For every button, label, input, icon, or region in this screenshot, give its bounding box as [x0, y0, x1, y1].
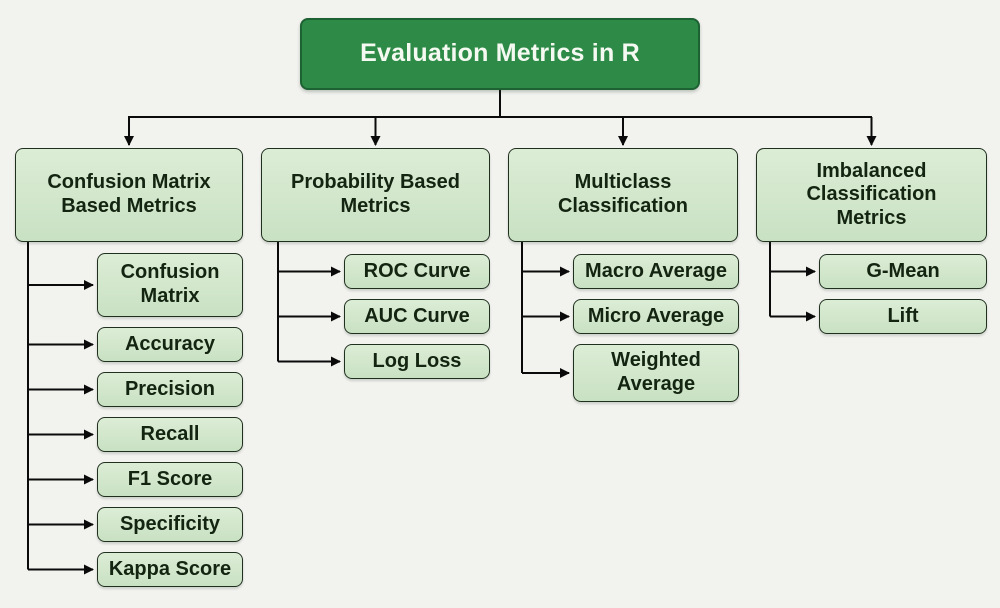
- node-leaf-recall: Recall: [97, 417, 243, 452]
- node-leaf-roc-curve: ROC Curve: [344, 254, 490, 289]
- node-leaf-log-loss: Log Loss: [344, 344, 490, 379]
- node-leaf-lift: Lift: [819, 299, 987, 334]
- node-leaf-weighted-average: Weighted Average: [573, 344, 739, 402]
- node-leaf-precision: Precision: [97, 372, 243, 407]
- node-leaf-confusion-matrix: Confusion Matrix: [97, 253, 243, 317]
- node-branch-multiclass-classification: Multiclass Classification: [508, 148, 738, 242]
- node-branch-probability-based-metrics: Probability Based Metrics: [261, 148, 490, 242]
- node-leaf-micro-average: Micro Average: [573, 299, 739, 334]
- node-leaf-kappa-score: Kappa Score: [97, 552, 243, 587]
- node-branch-imbalanced-classification-metrics: Imbalanced Classification Metrics: [756, 148, 987, 242]
- node-leaf-f1-score: F1 Score: [97, 462, 243, 497]
- node-leaf-specificity: Specificity: [97, 507, 243, 542]
- node-leaf-accuracy: Accuracy: [97, 327, 243, 362]
- node-leaf-macro-average: Macro Average: [573, 254, 739, 289]
- node-root-title: Evaluation Metrics in R: [300, 18, 700, 90]
- node-leaf-g-mean: G-Mean: [819, 254, 987, 289]
- node-branch-confusion-matrix-based-metrics: Confusion Matrix Based Metrics: [15, 148, 243, 242]
- node-leaf-auc-curve: AUC Curve: [344, 299, 490, 334]
